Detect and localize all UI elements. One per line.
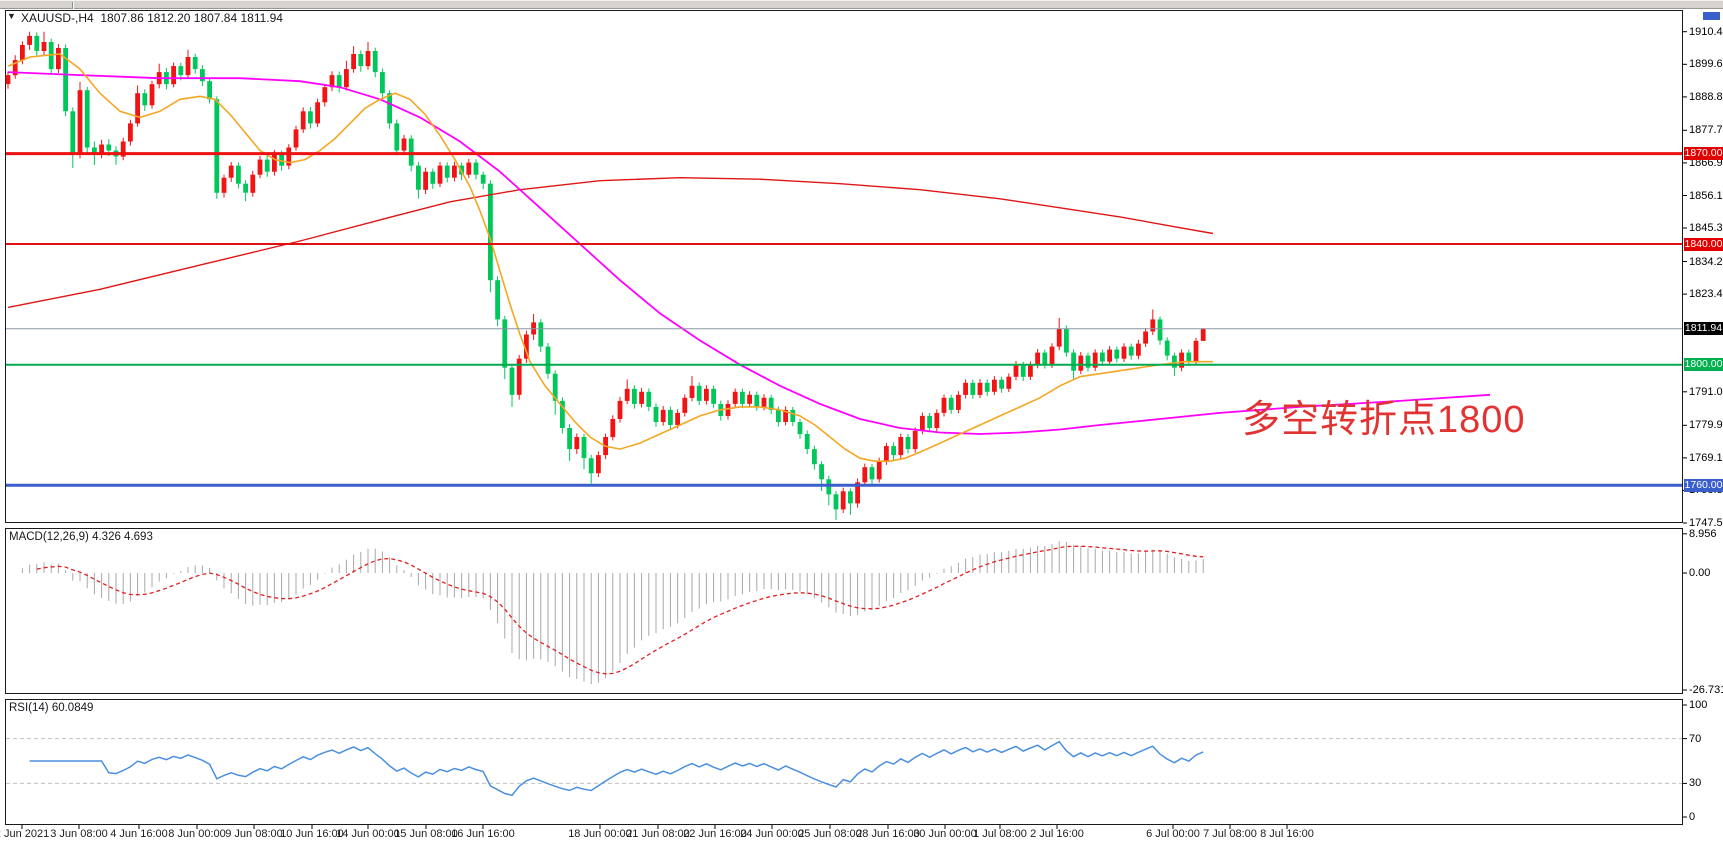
window-top-strip [0,0,1723,9]
price-tick-label: 1834.20 [1689,255,1723,268]
price-tick-label: 1888.80 [1689,90,1723,103]
time-axis-label: 24 Jun 00:00 [740,828,804,840]
time-axis-label: 2 Jun 2021 [0,828,50,840]
price-badge: 1870.00 [1684,147,1723,161]
price-tick-label: 1779.90 [1689,419,1723,432]
macd-axis-label: 0.00 [1689,567,1711,579]
price-badge: 1800.00 [1684,358,1723,372]
macd-legend: MACD(12,26,9) 4.326 4.693 [9,531,153,543]
rsi-axis-label: 70 [1689,732,1702,745]
rsi-indicator-panel[interactable] [5,699,1683,825]
symbol-ohlc-legend: XAUUSD-,H4 1807.86 1812.20 1807.84 1811.… [21,11,283,25]
time-axis-label: 30 Jun 00:00 [913,828,977,840]
price-tick-label: 1877.70 [1689,124,1723,137]
price-badge: 1760.00 [1684,478,1723,492]
time-axis-label: 4 Jun 16:00 [110,828,168,840]
macd-indicator-panel[interactable] [5,528,1683,694]
time-axis-label: 9 Jun 08:00 [225,828,283,840]
price-tick-label: 1910.40 [1689,25,1723,38]
ohlc-values: 1807.86 1812.20 1807.84 1811.94 [100,11,283,25]
time-axis-label: 15 Jun 08:00 [394,828,458,840]
symbol-period-label: XAUUSD-,H4 [21,11,94,25]
rsi-axis-label: 30 [1689,777,1702,790]
time-axis-label: 14 Jun 00:00 [336,828,400,840]
symbol-dropdown-icon[interactable]: ▼ [7,11,16,21]
time-axis-label: 16 Jun 16:00 [451,828,515,840]
strip-divider-highlight [73,2,74,9]
strip-divider [72,2,73,9]
time-axis-label: 21 Jun 08:00 [626,828,690,840]
price-tick-label: 1823.40 [1689,288,1723,301]
time-axis-label: 28 Jun 16:00 [856,828,920,840]
rsi-legend: RSI(14) 60.0849 [9,702,94,714]
main-chart-panel[interactable] [5,10,1683,523]
price-tick-label: 1856.10 [1689,189,1723,202]
time-axis-label: 2 Jul 16:00 [1030,828,1084,840]
price-tick-label: 1791.00 [1689,385,1723,398]
time-axis-label: 18 Jun 00:00 [568,828,632,840]
time-axis-label: 8 Jul 16:00 [1260,828,1314,840]
macd-axis-label: 8.956 [1689,527,1717,540]
price-tick-label: 1769.10 [1689,451,1723,464]
time-axis-label: 7 Jul 08:00 [1203,828,1257,840]
time-axis-label: 3 Jun 08:00 [50,828,108,840]
rsi-axis-label: 0 [1689,811,1696,823]
time-axis-label: 1 Jul 08:00 [973,828,1027,840]
price-tick-label: 1747.50 [1689,517,1723,529]
time-axis-label: 22 Jun 16:00 [683,828,747,840]
time-axis-label: 10 Jun 16:00 [280,828,344,840]
time-axis-label: 6 Jul 00:00 [1146,828,1200,840]
price-badge: 1840.00 [1684,237,1723,251]
rsi-axis-label: 100 [1689,699,1708,711]
pivot-annotation-text: 多空转折点1800 [1242,399,1526,441]
price-tick-label: 1899.60 [1689,58,1723,71]
chart-shift-marker[interactable] [1703,12,1720,20]
time-axis-label: 8 Jun 00:00 [168,828,226,840]
price-badge: 1811.94 [1684,322,1723,336]
macd-axis-label: -26.731 [1689,684,1723,696]
price-tick-label: 1845.30 [1689,222,1723,234]
time-axis-label: 25 Jun 08:00 [798,828,862,840]
